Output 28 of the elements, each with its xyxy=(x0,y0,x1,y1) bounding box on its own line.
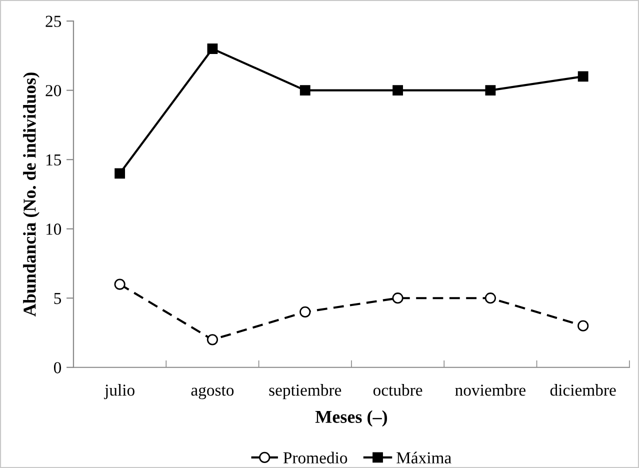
y-tick-label: 10 xyxy=(46,224,62,235)
y-tick-label: 5 xyxy=(54,292,62,304)
y-tick-label: 25 xyxy=(46,16,62,28)
point xyxy=(114,168,126,179)
y-tick-label: 20 xyxy=(46,85,62,96)
x-tick-label: octubre xyxy=(373,384,422,396)
x-tick-label: septiembre xyxy=(269,384,342,400)
x-tick-label: diciembre xyxy=(550,384,616,396)
point xyxy=(484,292,496,304)
legend-label: Máxima xyxy=(396,452,452,464)
point xyxy=(578,320,589,332)
legend-label: Promedio xyxy=(283,452,348,464)
point xyxy=(392,85,403,96)
x-axis-title: Meses (–) xyxy=(315,410,387,427)
point xyxy=(300,85,310,96)
point xyxy=(392,292,404,304)
x-tick-label: noviembre xyxy=(455,384,526,396)
point xyxy=(207,44,218,54)
x-tick-label: julio xyxy=(104,384,134,400)
point xyxy=(114,278,126,290)
y-tick-label: 0 xyxy=(54,362,62,374)
point xyxy=(578,71,588,82)
point xyxy=(300,306,311,318)
y-tick-label: 15 xyxy=(46,154,62,166)
point xyxy=(206,334,218,346)
y-axis-title: Abundancia (No. de individuos) xyxy=(23,72,40,316)
point xyxy=(485,85,496,96)
x-tick-label: agosto xyxy=(191,386,234,400)
